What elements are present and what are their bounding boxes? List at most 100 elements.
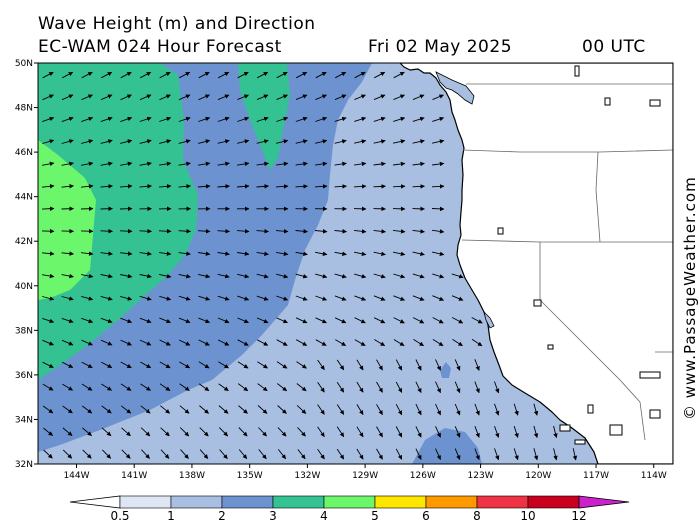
wave-arrow <box>197 184 211 189</box>
colorbar-band-7 <box>476 495 529 509</box>
wave-arrow <box>454 426 461 438</box>
wave-arrow <box>373 251 386 256</box>
wave-arrow <box>277 449 287 460</box>
wave-arrow <box>238 405 248 414</box>
wave-arrow <box>256 251 269 256</box>
wave-arrow <box>42 273 55 279</box>
wave-arrow <box>454 359 461 371</box>
wave-arrow <box>61 296 74 301</box>
wave-arrow <box>336 381 345 393</box>
wave-arrow <box>393 71 405 79</box>
wave-arrow <box>120 317 133 324</box>
wave-arrow <box>412 94 425 101</box>
wave-arrow <box>81 361 93 369</box>
wave-arrow <box>572 448 578 461</box>
wave-arrow <box>295 94 308 101</box>
wave-arrow <box>395 426 403 438</box>
wave-arrow <box>101 449 112 459</box>
wave-arrow <box>100 273 113 279</box>
wave-arrow <box>553 448 558 461</box>
lon-tick-label: 144W <box>63 471 89 481</box>
wave-arrow <box>178 339 191 346</box>
wave-arrow <box>81 295 94 301</box>
wave-arrow <box>218 405 229 414</box>
wave-arrow <box>494 448 500 461</box>
wave-arrow <box>62 449 73 459</box>
wave-arrow <box>334 71 347 79</box>
wave-arrow <box>139 94 152 101</box>
wave-arrow <box>41 206 55 211</box>
wave-arrow <box>256 71 269 79</box>
wave-arrow <box>297 449 306 460</box>
wave-arrow <box>412 251 425 257</box>
lat-tick-label: 50N <box>15 59 33 69</box>
wave-arrow <box>140 361 152 369</box>
wave-arrow <box>119 228 133 234</box>
colorbar-labels: 0.5 1 2 3 4 5 6 8 10 12 <box>110 509 586 523</box>
wave-arrow <box>139 339 152 346</box>
wave-arrow <box>236 184 250 189</box>
wave-arrow <box>412 116 425 122</box>
puget-sound-water <box>435 71 475 105</box>
wave-arrow <box>393 116 406 122</box>
wave-arrow <box>376 404 383 416</box>
wave-arrow <box>159 251 172 256</box>
wave-arrow <box>353 184 367 189</box>
wave-arrow <box>275 184 289 189</box>
wave-arrow <box>296 361 307 369</box>
wave-arrow <box>139 139 152 144</box>
wave-arrow <box>373 184 386 189</box>
colorbar-label: 10 <box>520 509 535 523</box>
wave-arrow <box>42 383 54 391</box>
wave-arrow <box>295 161 308 167</box>
wave-arrow <box>199 449 209 459</box>
wave-arrow <box>217 71 230 79</box>
wave-arrow <box>276 161 289 167</box>
wave-arrow <box>452 339 463 347</box>
wave-arrow <box>217 116 230 122</box>
wave-arrow <box>376 448 383 460</box>
wave-arrow <box>100 94 113 101</box>
wave-arrow <box>334 317 347 324</box>
wave-arrow <box>62 383 73 391</box>
colorbar-label: 12 <box>571 509 586 523</box>
wave-arrow <box>217 251 230 256</box>
wave-arrow <box>257 383 268 392</box>
wave-arrow <box>218 383 229 392</box>
wave-arrow <box>373 116 386 122</box>
wave-arrow <box>140 383 151 391</box>
wave-arrow <box>218 361 229 369</box>
wave-arrow <box>217 94 230 101</box>
wave-arrow <box>315 251 328 256</box>
wave-arrow <box>432 295 445 301</box>
colorbar-band-5 <box>374 495 427 509</box>
wave-arrow <box>178 71 191 79</box>
wave-arrow <box>317 426 325 438</box>
wave-arrow <box>159 383 171 391</box>
wave-arrow <box>257 405 268 414</box>
colorbar-label: 8 <box>473 509 481 523</box>
wave-arrow <box>373 229 386 234</box>
wave-arrow <box>179 361 191 369</box>
wave-arrow <box>295 229 308 234</box>
wave-arrow <box>435 448 441 461</box>
wave-arrow <box>435 403 441 416</box>
wave-arrow <box>178 228 191 234</box>
wave-arrow <box>178 116 191 122</box>
wave-arrow <box>139 71 152 79</box>
wave-arrow <box>217 139 230 144</box>
wave-arrow <box>415 448 422 460</box>
wave-arrow <box>100 116 113 123</box>
wave-arrow <box>217 339 230 346</box>
wave-arrow <box>354 71 366 79</box>
wave-arrow <box>392 184 406 189</box>
lat-tick-label: 32N <box>15 460 33 470</box>
wave-arrow <box>61 161 74 167</box>
wave-arrow <box>159 161 172 167</box>
wave-arrow <box>317 382 325 393</box>
wave-arrow <box>314 229 328 234</box>
wave-arrow <box>179 405 190 414</box>
wave-arrow <box>198 116 211 122</box>
wave-arrow <box>317 359 325 371</box>
wave-arrow <box>139 317 152 324</box>
